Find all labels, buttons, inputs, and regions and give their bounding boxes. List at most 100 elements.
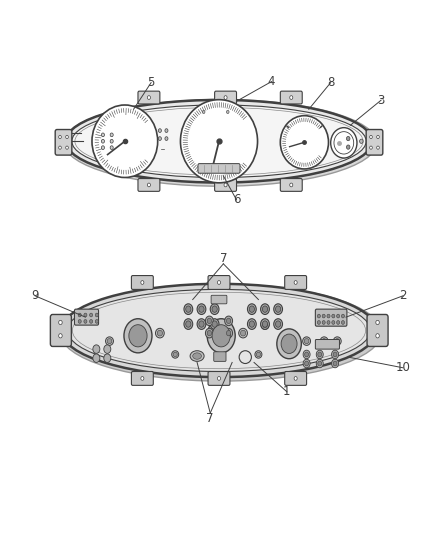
Ellipse shape <box>377 146 379 149</box>
Ellipse shape <box>165 136 168 140</box>
FancyBboxPatch shape <box>138 91 160 104</box>
FancyBboxPatch shape <box>211 295 227 304</box>
Ellipse shape <box>370 135 372 139</box>
FancyBboxPatch shape <box>131 276 153 289</box>
Ellipse shape <box>210 319 219 329</box>
Text: 10: 10 <box>396 361 410 374</box>
Ellipse shape <box>332 314 335 318</box>
Ellipse shape <box>186 306 191 312</box>
Ellipse shape <box>106 337 113 345</box>
Ellipse shape <box>316 350 323 359</box>
Ellipse shape <box>276 306 281 312</box>
Ellipse shape <box>322 321 325 324</box>
Ellipse shape <box>249 321 254 327</box>
Ellipse shape <box>370 146 372 149</box>
Ellipse shape <box>202 110 205 114</box>
Ellipse shape <box>110 146 113 150</box>
Ellipse shape <box>332 350 339 359</box>
Ellipse shape <box>303 359 310 368</box>
Ellipse shape <box>205 316 213 326</box>
FancyBboxPatch shape <box>198 164 240 173</box>
Ellipse shape <box>104 345 111 353</box>
Text: 3: 3 <box>378 94 385 107</box>
FancyBboxPatch shape <box>215 91 237 104</box>
Ellipse shape <box>332 359 339 368</box>
Ellipse shape <box>72 105 366 177</box>
Ellipse shape <box>333 337 341 345</box>
Ellipse shape <box>304 361 308 366</box>
Ellipse shape <box>247 304 256 314</box>
Ellipse shape <box>226 318 231 324</box>
Ellipse shape <box>64 100 377 186</box>
Ellipse shape <box>197 319 206 329</box>
Ellipse shape <box>107 338 112 344</box>
Ellipse shape <box>193 353 201 359</box>
Ellipse shape <box>157 330 162 336</box>
Ellipse shape <box>276 321 281 327</box>
Ellipse shape <box>262 321 268 327</box>
Ellipse shape <box>212 306 217 312</box>
Ellipse shape <box>303 350 310 359</box>
Ellipse shape <box>304 338 309 344</box>
Ellipse shape <box>322 338 326 344</box>
Ellipse shape <box>317 321 320 324</box>
Ellipse shape <box>184 319 193 329</box>
Ellipse shape <box>247 319 256 329</box>
Ellipse shape <box>59 320 62 325</box>
Ellipse shape <box>341 314 344 318</box>
Ellipse shape <box>303 337 311 345</box>
Ellipse shape <box>78 320 81 323</box>
Ellipse shape <box>255 351 262 358</box>
Ellipse shape <box>376 334 379 338</box>
Ellipse shape <box>95 320 98 323</box>
Ellipse shape <box>210 304 219 314</box>
Ellipse shape <box>360 139 363 143</box>
FancyBboxPatch shape <box>50 314 71 346</box>
Text: 7: 7 <box>219 252 227 265</box>
Ellipse shape <box>225 328 233 338</box>
Ellipse shape <box>66 100 372 182</box>
Ellipse shape <box>377 135 379 139</box>
Ellipse shape <box>89 320 93 323</box>
Ellipse shape <box>212 325 230 347</box>
Ellipse shape <box>59 135 61 139</box>
Text: 8: 8 <box>327 76 334 89</box>
FancyBboxPatch shape <box>55 130 72 155</box>
Ellipse shape <box>346 145 350 149</box>
Ellipse shape <box>93 345 100 353</box>
Text: 6: 6 <box>233 193 240 206</box>
Ellipse shape <box>141 280 144 285</box>
Ellipse shape <box>327 321 330 324</box>
Ellipse shape <box>147 96 150 100</box>
Ellipse shape <box>225 316 233 326</box>
Ellipse shape <box>59 334 62 338</box>
Ellipse shape <box>61 284 377 377</box>
FancyBboxPatch shape <box>214 352 226 361</box>
Ellipse shape <box>190 351 204 361</box>
Ellipse shape <box>124 319 152 353</box>
Ellipse shape <box>327 314 330 318</box>
Ellipse shape <box>336 314 340 318</box>
Ellipse shape <box>165 128 168 132</box>
Ellipse shape <box>281 334 297 353</box>
Ellipse shape <box>239 328 247 338</box>
Ellipse shape <box>256 352 261 357</box>
FancyBboxPatch shape <box>366 130 383 155</box>
Text: 9: 9 <box>31 289 39 302</box>
Ellipse shape <box>104 354 111 362</box>
Ellipse shape <box>93 354 100 362</box>
Ellipse shape <box>318 361 321 366</box>
Ellipse shape <box>261 304 269 314</box>
Text: 1: 1 <box>283 385 291 398</box>
Ellipse shape <box>102 146 105 150</box>
Ellipse shape <box>262 306 268 312</box>
Ellipse shape <box>89 313 93 317</box>
Text: 4: 4 <box>268 75 276 88</box>
Ellipse shape <box>197 304 206 314</box>
Ellipse shape <box>226 110 229 114</box>
Ellipse shape <box>159 136 162 140</box>
Text: 7: 7 <box>206 412 214 425</box>
Ellipse shape <box>294 280 297 285</box>
Ellipse shape <box>205 328 213 338</box>
Ellipse shape <box>159 128 162 132</box>
